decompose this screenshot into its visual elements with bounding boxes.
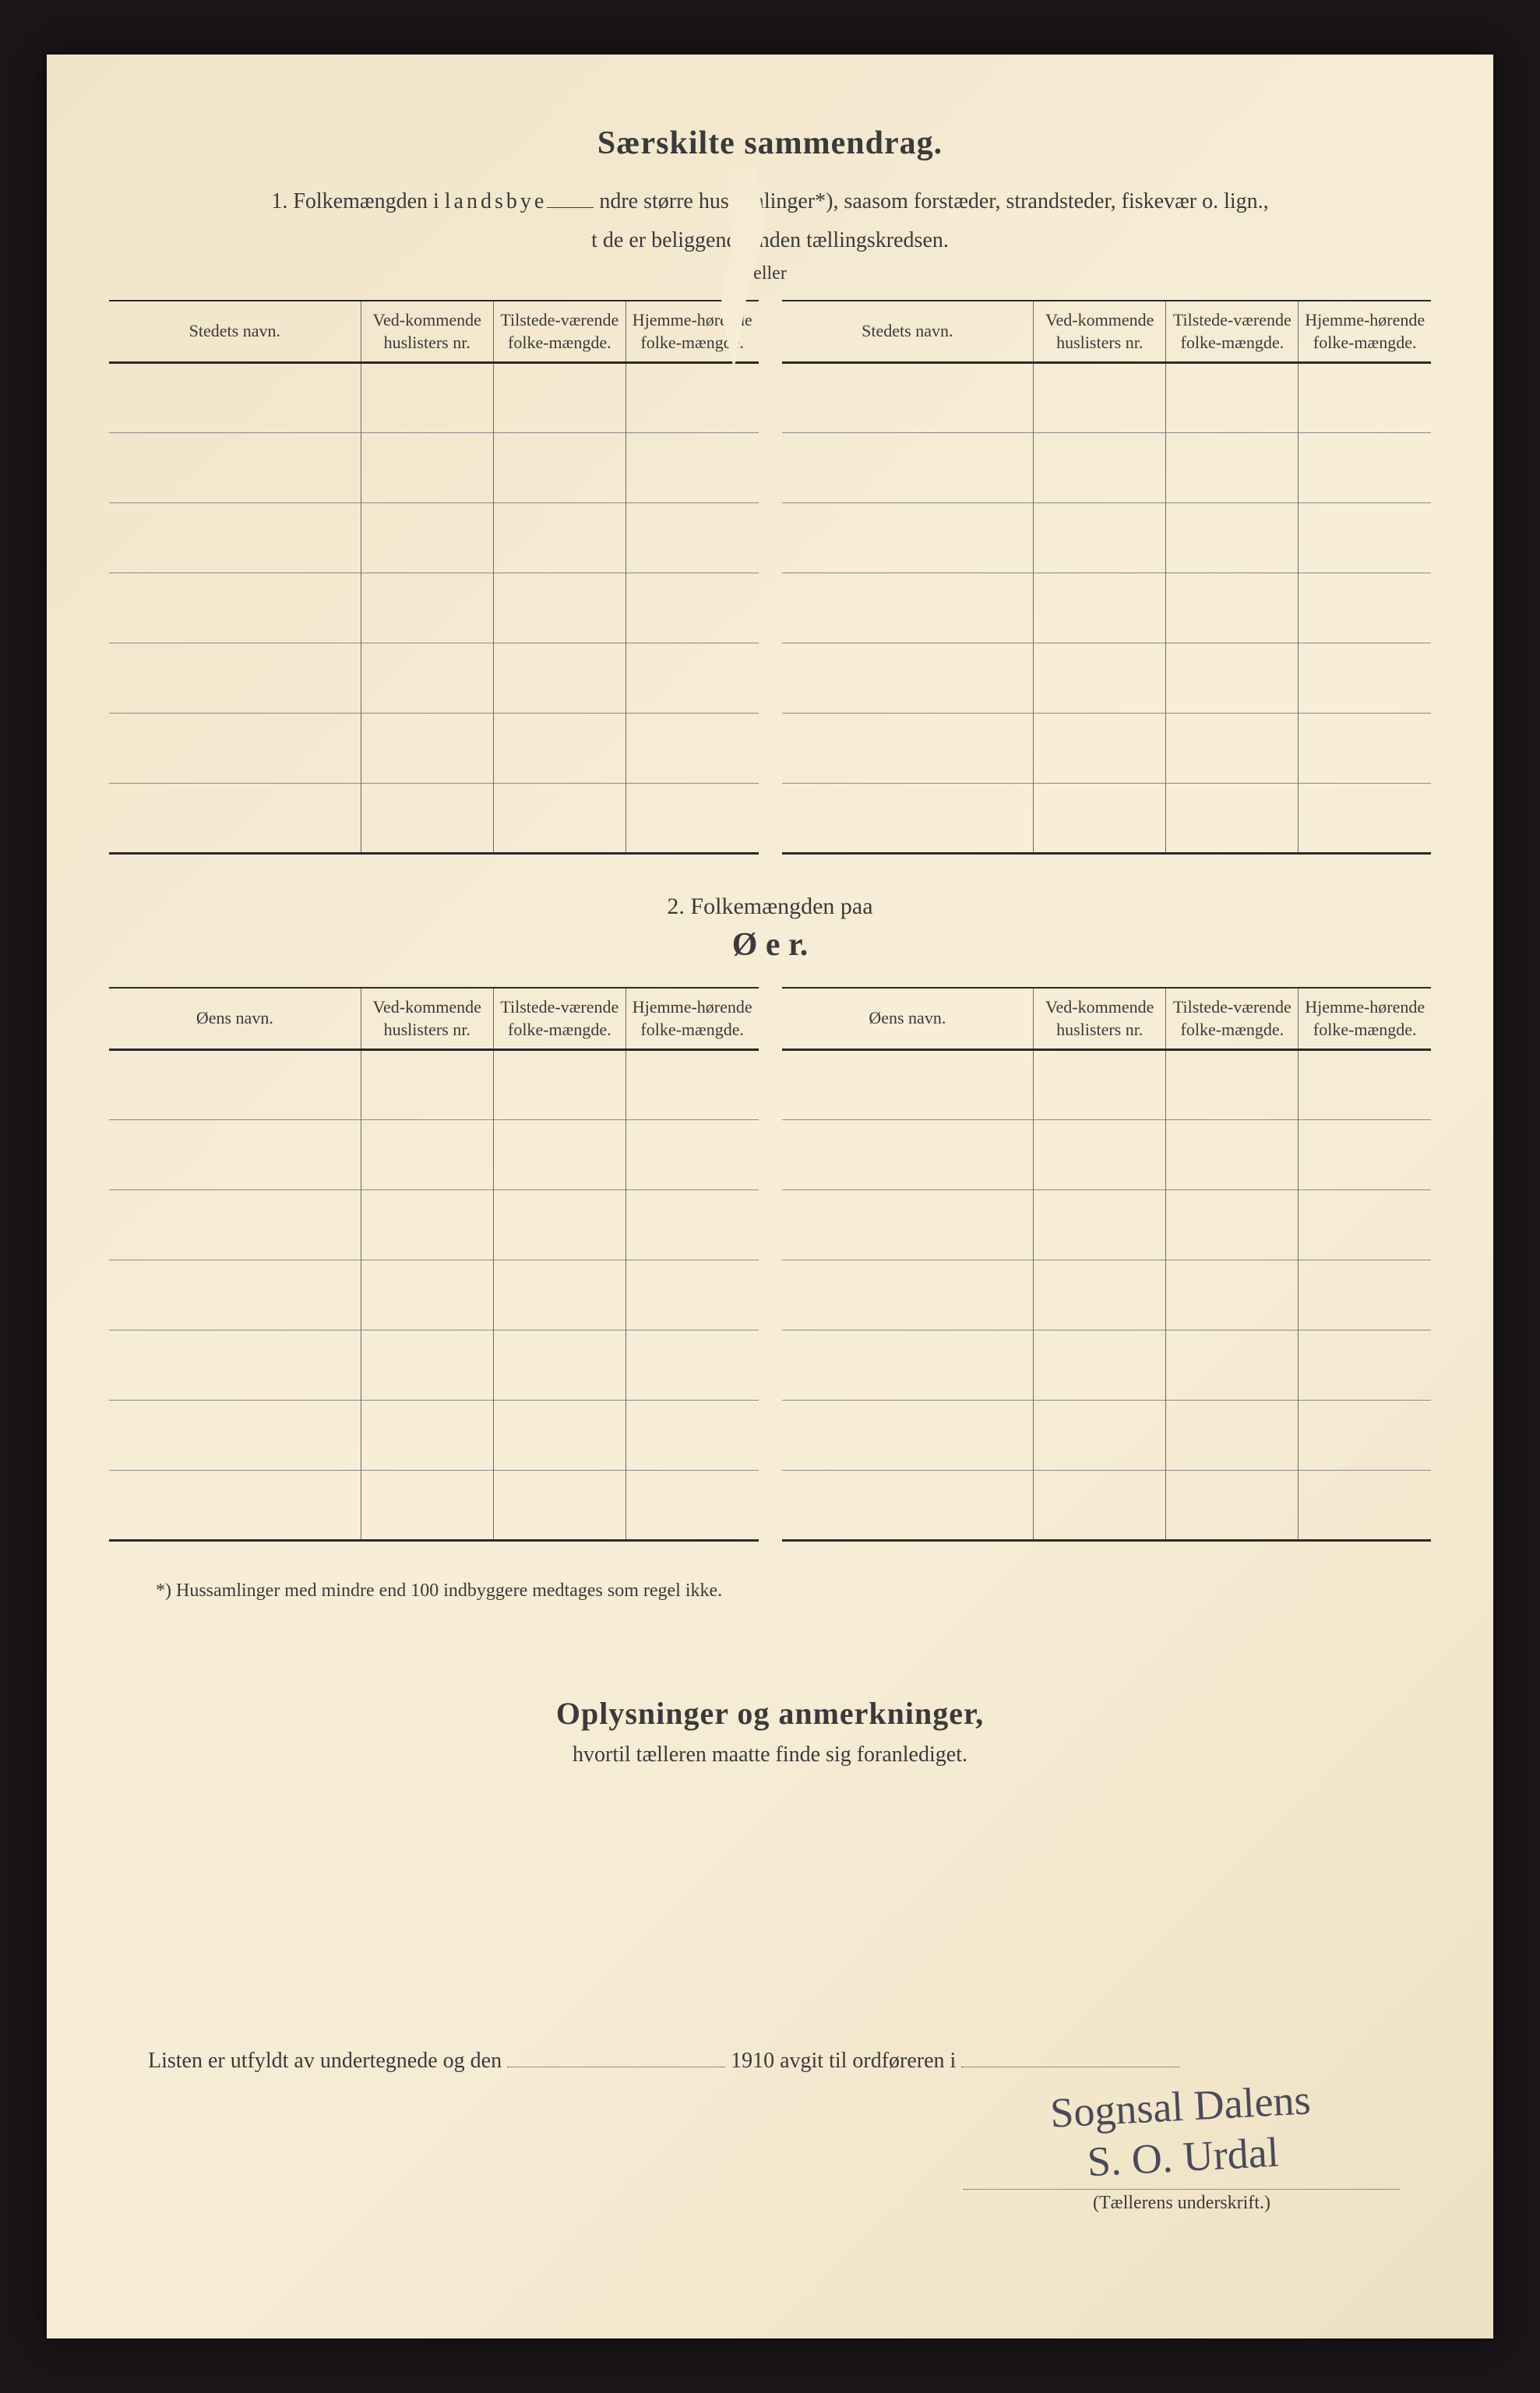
bottom-prefix: Listen er utfyldt av undertegnede og den <box>148 2049 502 2073</box>
section2-footnote: *) Hussamlinger med mindre end 100 indby… <box>156 1581 1431 1602</box>
table-body <box>782 363 1432 854</box>
section1-intro-small: eller <box>109 263 1431 284</box>
table-row <box>782 573 1432 643</box>
table-body <box>109 363 759 854</box>
col-header: Hjemme-hørende folke-mængde. <box>626 988 758 1050</box>
table-row <box>782 433 1432 503</box>
table-row <box>109 643 759 714</box>
table-row <box>109 573 759 643</box>
col-header: Øens navn. <box>782 988 1034 1050</box>
section2-title: 2. Folkemængden paa <box>109 893 1431 920</box>
col-header: Tilstede-værende folke-mængde. <box>1166 301 1299 363</box>
section3-title: Oplysninger og anmerkninger, <box>109 1695 1431 1732</box>
col-header: Ved-kommende huslisters nr. <box>1034 301 1166 363</box>
section1-table-left: Stedets navn. Ved-kommende huslisters nr… <box>109 300 759 855</box>
col-header: Stedets navn. <box>109 301 361 363</box>
col-header: Tilstede-værende folke-mængde. <box>1166 988 1299 1050</box>
intro-prefix: 1. Folkemængden i <box>271 189 444 213</box>
intro-suffix: ndre større hussamlinger*), saasom forst… <box>599 189 1268 213</box>
intro-gap <box>547 207 594 208</box>
section2-tables: Øens navn. Ved-kommende huslisters nr. T… <box>109 987 1431 1542</box>
signature-block: Sognsal Dalens S. O. Urdal (Tællerens un… <box>964 2081 1400 2214</box>
document-page: Særskilte sammendrag. 1. Folkemængden i … <box>47 55 1493 2338</box>
table-row <box>109 1330 759 1401</box>
section3-subtitle: hvortil tælleren maatte finde sig foranl… <box>109 1743 1431 1767</box>
col-header: Hjemme-hørende folke-mængde. <box>1299 301 1431 363</box>
table-row <box>782 1190 1432 1260</box>
col-header: Øens navn. <box>109 988 361 1050</box>
handwritten-signature: Sognsal Dalens S. O. Urdal <box>961 2071 1402 2194</box>
table-row <box>782 503 1432 573</box>
table-row <box>109 714 759 784</box>
col-header: Ved-kommende huslisters nr. <box>1034 988 1166 1050</box>
section1-tables: Stedets navn. Ved-kommende huslisters nr… <box>109 300 1431 855</box>
section2-subtitle: Ø e r. <box>109 926 1431 964</box>
table-row <box>109 433 759 503</box>
table-row <box>109 503 759 573</box>
table-row <box>782 1050 1432 1120</box>
section1-table-right: Stedets navn. Ved-kommende huslisters nr… <box>782 300 1432 855</box>
table-row <box>782 1120 1432 1190</box>
table-row <box>109 1120 759 1190</box>
signature-label: (Tællerens underskrift.) <box>964 2189 1400 2214</box>
table-row <box>109 784 759 854</box>
col-header: Ved-kommende huslisters nr. <box>361 301 493 363</box>
bottom-mid: 1910 avgit til ordføreren i <box>731 2049 956 2073</box>
intro-line2-text: t de er beliggende inden tællingskredsen… <box>591 228 949 252</box>
table-row <box>782 643 1432 714</box>
table-row <box>782 1471 1432 1541</box>
table-row <box>109 363 759 433</box>
intro-spaced: landsbye <box>445 189 548 213</box>
table-row <box>782 714 1432 784</box>
table-row <box>109 1260 759 1330</box>
bottom-attestation: Listen er utfyldt av undertegnede og den… <box>148 2049 1392 2074</box>
col-header: Tilstede-værende folke-mængde. <box>493 301 626 363</box>
table-row <box>782 784 1432 854</box>
table-body <box>109 1050 759 1541</box>
table-row <box>109 1401 759 1471</box>
table-row <box>109 1471 759 1541</box>
table-row <box>782 1330 1432 1401</box>
section2-table-left: Øens navn. Ved-kommende huslisters nr. T… <box>109 987 759 1542</box>
table-row <box>109 1190 759 1260</box>
col-header: Ved-kommende huslisters nr. <box>361 988 493 1050</box>
table-body <box>782 1050 1432 1541</box>
section1-intro-line2: t de er beliggende inden tællingskredsen… <box>109 224 1431 257</box>
table-row <box>782 1401 1432 1471</box>
col-header: Stedets navn. <box>782 301 1034 363</box>
section1-title: Særskilte sammendrag. <box>109 125 1431 162</box>
table-row <box>782 1260 1432 1330</box>
section2-table-right: Øens navn. Ved-kommende huslisters nr. T… <box>782 987 1432 1542</box>
section1-intro-line1: 1. Folkemængden i landsbye ndre større h… <box>109 185 1431 218</box>
col-header: Tilstede-værende folke-mængde. <box>493 988 626 1050</box>
col-header: Hjemme-hørende folke-mængde. <box>1299 988 1431 1050</box>
table-row <box>782 363 1432 433</box>
table-row <box>109 1050 759 1120</box>
